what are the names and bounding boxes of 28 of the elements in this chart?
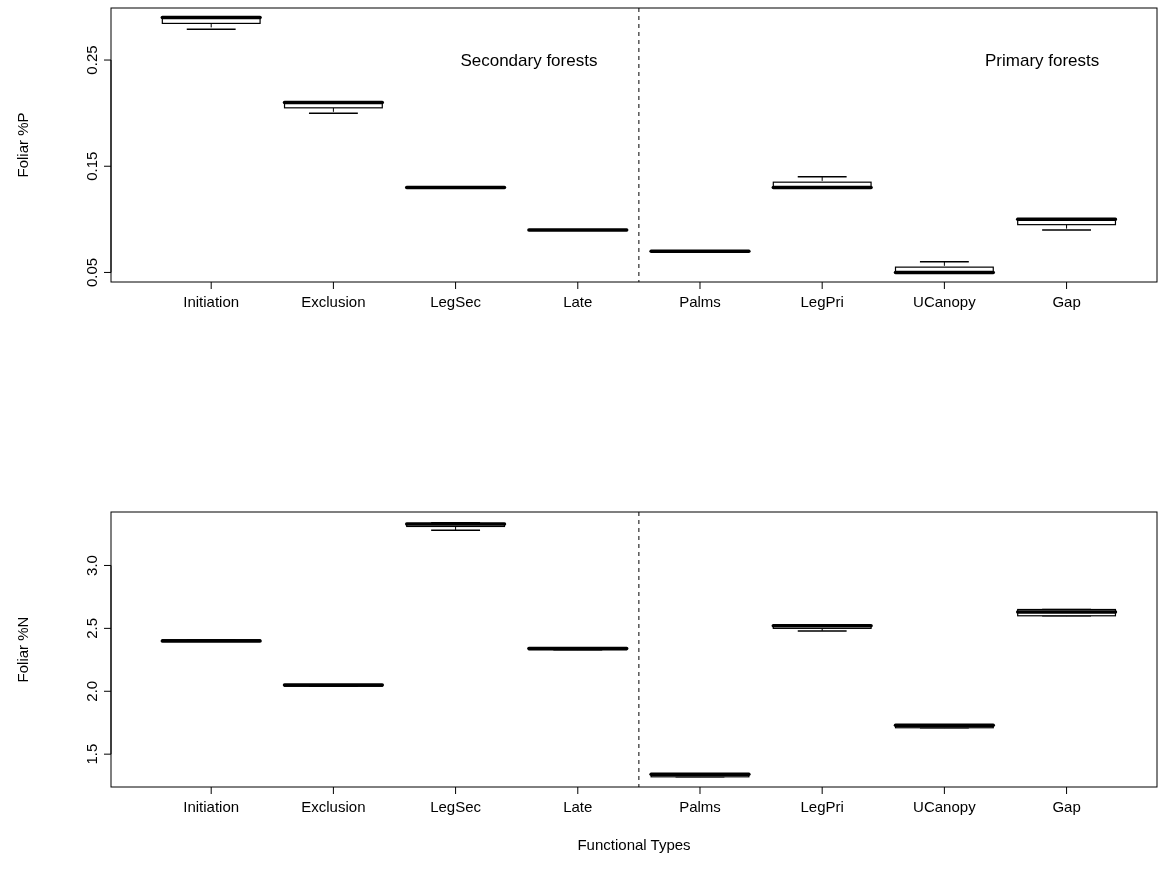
x-axis-title: Functional Types	[577, 836, 691, 853]
x-tick-label: Gap	[1052, 293, 1081, 310]
x-tick-label: LegSec	[430, 293, 482, 310]
y-tick-label: 0.15	[83, 151, 100, 181]
x-tick-label: Exclusion	[301, 798, 366, 815]
x-tick-label: Gap	[1052, 798, 1081, 815]
x-tick-label: Initiation	[183, 293, 240, 310]
x-tick-label: LegPri	[800, 293, 844, 310]
x-tick-label: UCanopy	[913, 798, 977, 815]
y-tick-label: 1.5	[83, 743, 100, 765]
x-tick-label: LegPri	[800, 798, 844, 815]
y-tick-label: 0.25	[83, 45, 100, 75]
x-tick-label: Exclusion	[301, 293, 366, 310]
y-tick-label: 3.0	[83, 555, 100, 576]
annotation: Primary forests	[984, 51, 1100, 70]
x-tick-label: UCanopy	[913, 293, 977, 310]
x-tick-label: Palms	[679, 798, 721, 815]
y-tick-label: 2.0	[83, 680, 100, 702]
annotation: Secondary forests	[460, 51, 598, 70]
y-tick-label: 2.5	[83, 617, 100, 639]
x-tick-label: Late	[563, 798, 593, 815]
x-tick-label: LegSec	[430, 798, 482, 815]
x-tick-label: Palms	[679, 293, 721, 310]
x-tick-label: Initiation	[183, 798, 240, 815]
y-axis-title: Foliar %P	[14, 112, 31, 178]
y-axis-title: Foliar %N	[14, 616, 31, 683]
x-tick-label: Late	[563, 293, 593, 310]
y-tick-label: 0.05	[83, 257, 100, 288]
